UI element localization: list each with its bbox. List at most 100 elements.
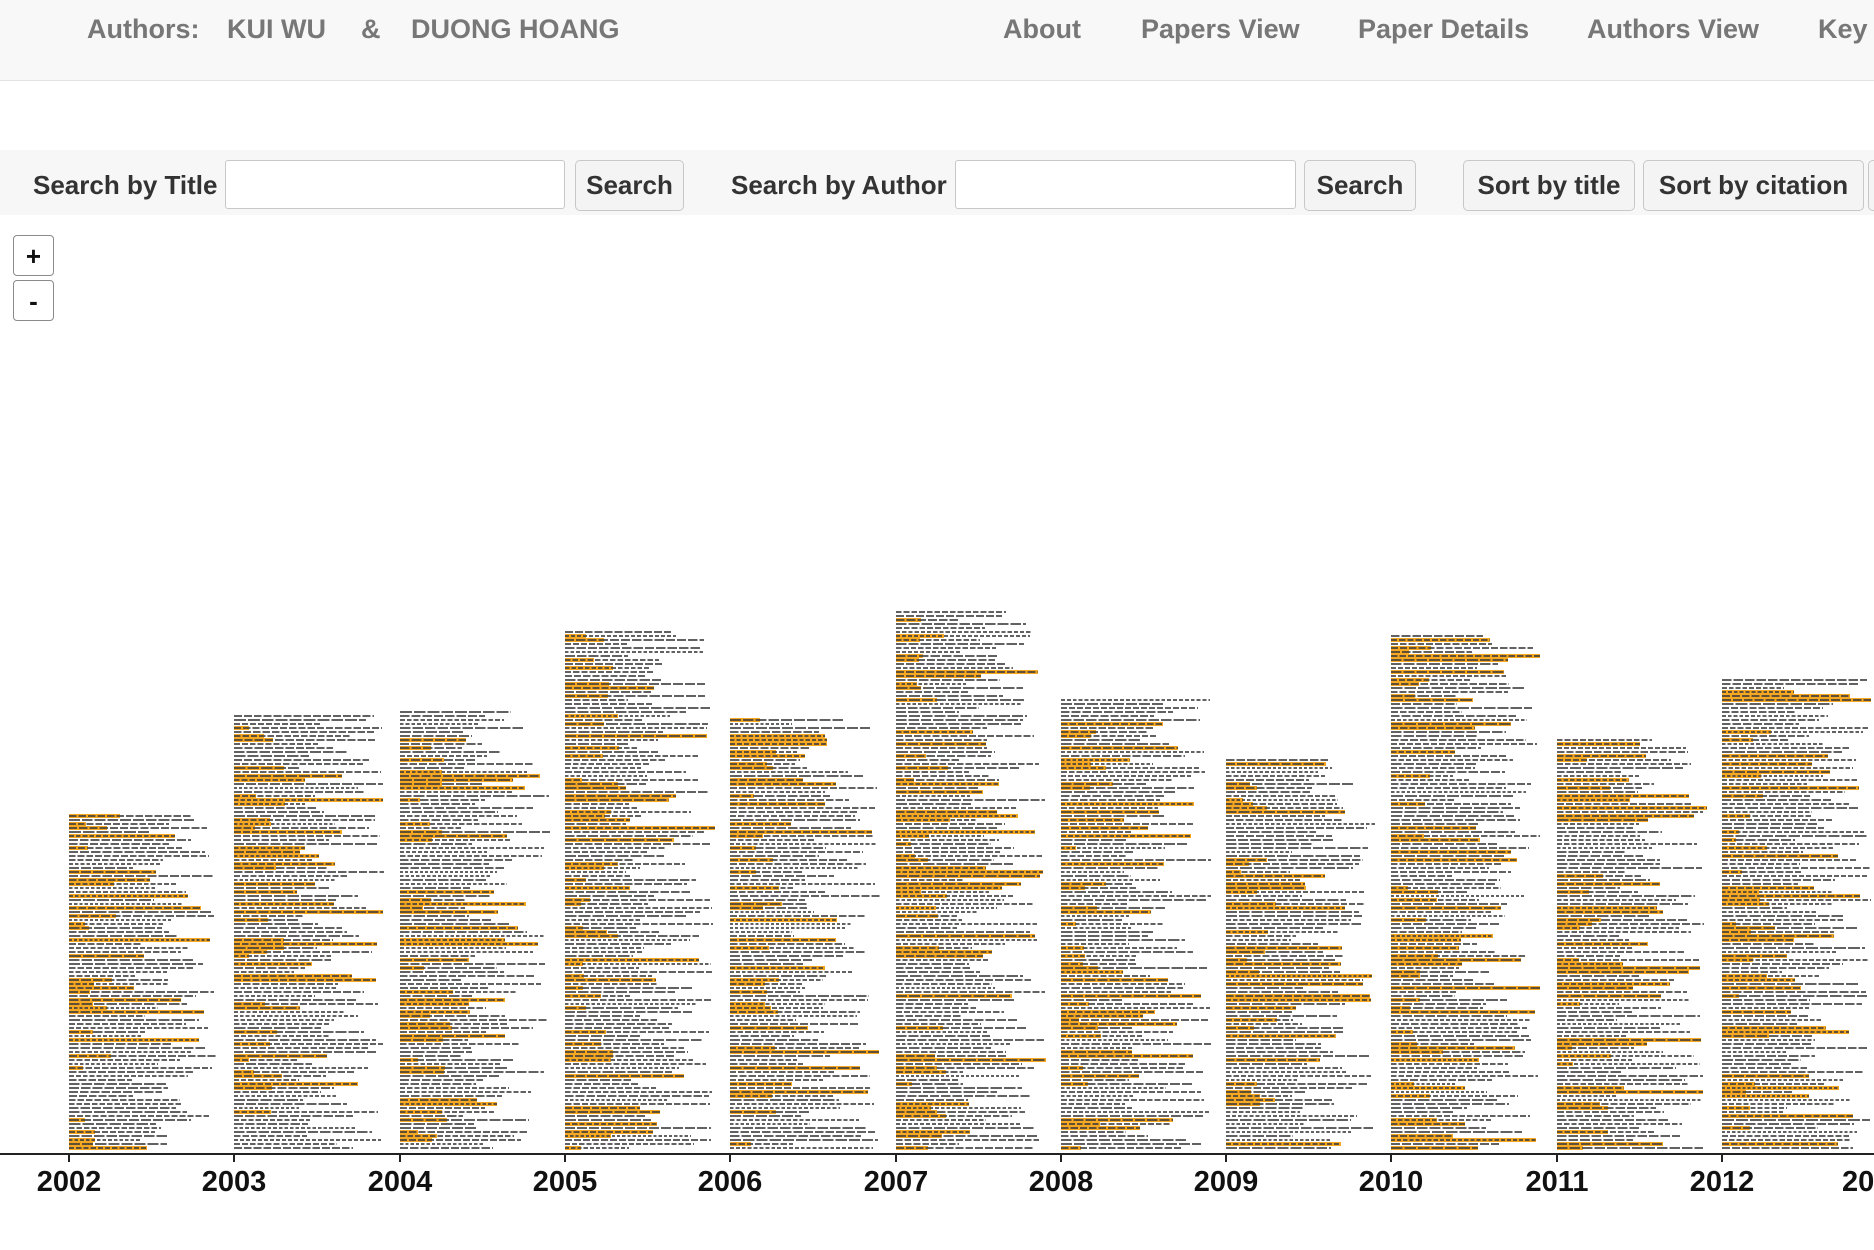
paper-item[interactable] bbox=[1226, 1110, 1300, 1114]
paper-item[interactable] bbox=[400, 810, 498, 814]
paper-item[interactable] bbox=[565, 1118, 651, 1122]
paper-item[interactable] bbox=[896, 634, 1030, 638]
paper-item[interactable] bbox=[1722, 750, 1842, 754]
paper-item[interactable] bbox=[896, 1118, 986, 1122]
paper-item[interactable] bbox=[69, 926, 162, 930]
paper-item[interactable] bbox=[1226, 926, 1323, 930]
paper-item[interactable] bbox=[1391, 1034, 1529, 1038]
paper-item[interactable] bbox=[1061, 1022, 1177, 1026]
paper-item[interactable] bbox=[1557, 942, 1648, 946]
paper-item[interactable] bbox=[565, 1082, 638, 1086]
paper-item[interactable] bbox=[1061, 730, 1148, 734]
paper-item[interactable] bbox=[1722, 874, 1868, 878]
paper-item[interactable] bbox=[565, 1030, 709, 1034]
paper-item[interactable] bbox=[1391, 1130, 1522, 1134]
nav-link-keywords-view[interactable]: Key bbox=[1818, 14, 1868, 44]
paper-item[interactable] bbox=[400, 790, 514, 794]
paper-item[interactable] bbox=[1226, 966, 1329, 970]
paper-item[interactable] bbox=[565, 1002, 696, 1006]
paper-item[interactable] bbox=[1226, 874, 1325, 878]
paper-item[interactable] bbox=[565, 890, 691, 894]
paper-item[interactable] bbox=[1391, 762, 1476, 766]
paper-item[interactable] bbox=[400, 1134, 514, 1138]
paper-item[interactable] bbox=[69, 1086, 168, 1090]
paper-item[interactable] bbox=[1391, 1138, 1536, 1142]
paper-item[interactable] bbox=[400, 1086, 509, 1090]
paper-item[interactable] bbox=[896, 1110, 1025, 1114]
nav-link-about[interactable]: About bbox=[1003, 14, 1081, 44]
paper-item[interactable] bbox=[1722, 982, 1858, 986]
paper-item[interactable] bbox=[234, 766, 299, 770]
paper-item[interactable] bbox=[1226, 1018, 1293, 1022]
paper-item[interactable] bbox=[565, 894, 654, 898]
paper-item[interactable] bbox=[1557, 1050, 1663, 1054]
paper-item[interactable] bbox=[1557, 1066, 1676, 1070]
paper-item[interactable] bbox=[400, 930, 527, 934]
paper-item[interactable] bbox=[69, 1078, 132, 1082]
paper-item[interactable] bbox=[730, 898, 805, 902]
paper-item[interactable] bbox=[1722, 994, 1867, 998]
paper-item[interactable] bbox=[69, 1146, 147, 1150]
paper-item[interactable] bbox=[1226, 1070, 1347, 1074]
paper-item[interactable] bbox=[1391, 746, 1481, 750]
paper-item[interactable] bbox=[1391, 862, 1502, 866]
paper-item[interactable] bbox=[1061, 846, 1165, 850]
paper-item[interactable] bbox=[896, 1026, 1026, 1030]
paper-item[interactable] bbox=[1226, 974, 1372, 978]
paper-item[interactable] bbox=[565, 862, 685, 866]
paper-item[interactable] bbox=[730, 954, 843, 958]
paper-item[interactable] bbox=[234, 1102, 347, 1106]
paper-item[interactable] bbox=[1391, 998, 1507, 1002]
paper-item[interactable] bbox=[1226, 762, 1326, 766]
paper-item[interactable] bbox=[234, 1130, 372, 1134]
paper-item[interactable] bbox=[1722, 1074, 1809, 1078]
paper-item[interactable] bbox=[1557, 1074, 1703, 1078]
paper-item[interactable] bbox=[69, 1062, 158, 1066]
paper-item[interactable] bbox=[896, 694, 1003, 698]
paper-item[interactable] bbox=[1722, 1026, 1826, 1030]
paper-item[interactable] bbox=[1061, 882, 1132, 886]
paper-item[interactable] bbox=[1226, 782, 1354, 786]
paper-item[interactable] bbox=[1061, 850, 1135, 854]
paper-item[interactable] bbox=[1391, 986, 1540, 990]
paper-item[interactable] bbox=[730, 814, 855, 818]
paper-item[interactable] bbox=[1722, 754, 1828, 758]
paper-item[interactable] bbox=[1391, 1014, 1507, 1018]
paper-item[interactable] bbox=[565, 874, 630, 878]
paper-item[interactable] bbox=[565, 786, 626, 790]
paper-item[interactable] bbox=[896, 934, 1035, 938]
paper-item[interactable] bbox=[1391, 1018, 1531, 1022]
paper-item[interactable] bbox=[1061, 746, 1178, 750]
paper-item[interactable] bbox=[1722, 818, 1832, 822]
paper-item[interactable] bbox=[565, 714, 670, 718]
paper-item[interactable] bbox=[896, 1146, 1034, 1150]
paper-item[interactable] bbox=[69, 1074, 188, 1078]
paper-item[interactable] bbox=[565, 810, 691, 814]
paper-item[interactable] bbox=[69, 898, 154, 902]
paper-item[interactable] bbox=[1226, 862, 1359, 866]
paper-item[interactable] bbox=[1557, 834, 1640, 838]
paper-item[interactable] bbox=[730, 902, 808, 906]
paper-item[interactable] bbox=[1391, 1074, 1538, 1078]
paper-item[interactable] bbox=[896, 810, 997, 814]
paper-item[interactable] bbox=[1557, 858, 1660, 862]
paper-item[interactable] bbox=[730, 870, 802, 874]
paper-item[interactable] bbox=[730, 1114, 801, 1118]
paper-item[interactable] bbox=[1226, 930, 1338, 934]
paper-item[interactable] bbox=[565, 834, 693, 838]
paper-item[interactable] bbox=[1061, 874, 1131, 878]
paper-item[interactable] bbox=[1391, 694, 1456, 698]
paper-item[interactable] bbox=[730, 838, 814, 842]
paper-item[interactable] bbox=[1061, 1094, 1135, 1098]
paper-item[interactable] bbox=[400, 878, 486, 882]
paper-item[interactable] bbox=[1391, 810, 1503, 814]
paper-item[interactable] bbox=[234, 938, 333, 942]
paper-item[interactable] bbox=[400, 718, 504, 722]
paper-item[interactable] bbox=[565, 654, 628, 658]
paper-item[interactable] bbox=[1722, 746, 1849, 750]
paper-item[interactable] bbox=[400, 938, 505, 942]
paper-item[interactable] bbox=[1061, 990, 1171, 994]
paper-item[interactable] bbox=[400, 734, 472, 738]
paper-item[interactable] bbox=[896, 1138, 1039, 1142]
paper-item[interactable] bbox=[1557, 918, 1687, 922]
